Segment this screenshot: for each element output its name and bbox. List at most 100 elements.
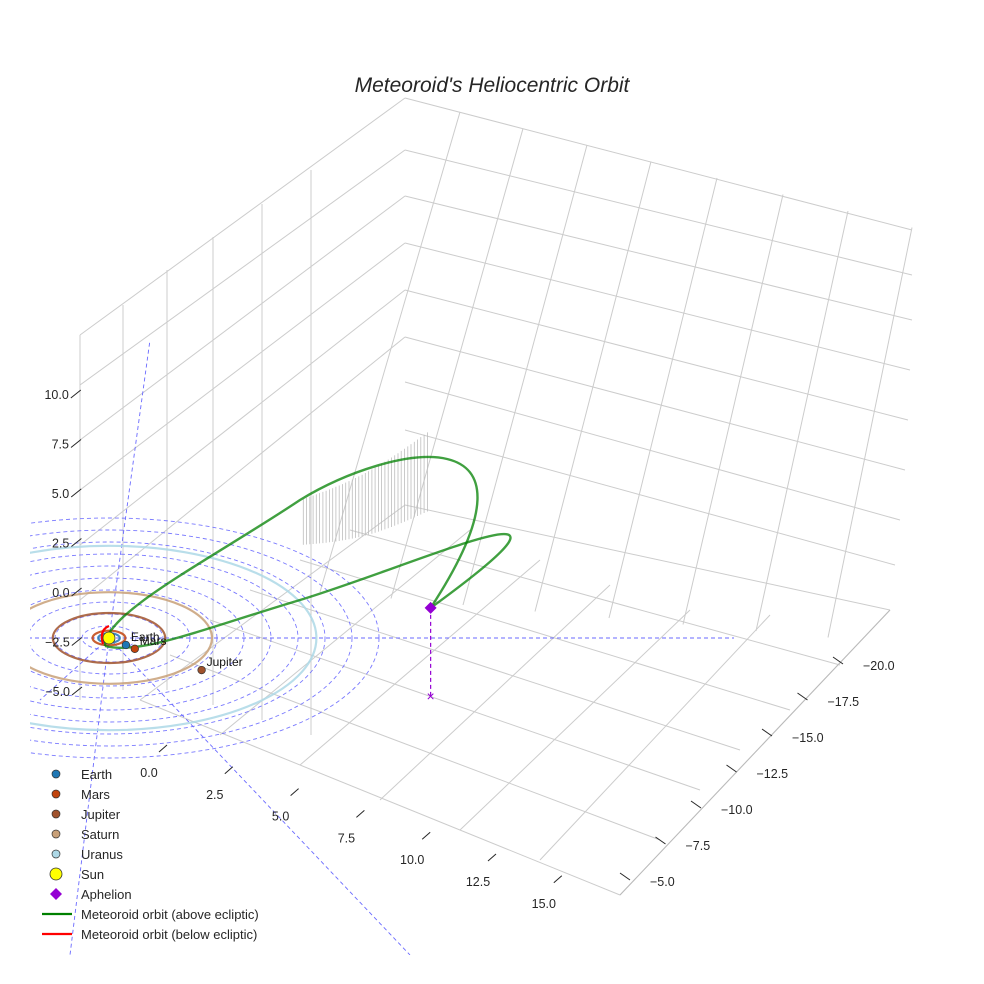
gridline-right-wall: [404, 336, 906, 471]
y-tick-label: −7.5: [686, 839, 711, 853]
x-tick-mark: [487, 853, 497, 862]
y-tick-mark: [761, 728, 773, 737]
y-tick-mark: [619, 872, 631, 881]
x-tick-mark: [356, 810, 365, 818]
legend-label: Jupiter: [81, 807, 121, 822]
gridline-right-wall: [404, 195, 913, 321]
y-tick-mark: [832, 656, 844, 665]
y-tick-mark: [690, 800, 702, 809]
gridline-right-wall: [682, 194, 784, 625]
x-tick-label: 0.0: [140, 766, 157, 780]
reference-ray: [108, 637, 411, 955]
y-tick-label: −12.5: [757, 767, 789, 781]
gridline-floor: [139, 699, 621, 896]
z-tick-label: 2.5: [52, 537, 69, 551]
reference-ray: [39, 637, 110, 701]
gridline-right-wall: [390, 128, 524, 599]
reference-circle: [30, 541, 326, 735]
gridline-right-wall: [534, 161, 652, 612]
axis-panes: [80, 98, 912, 895]
legend-label: Mars: [81, 787, 110, 802]
z-tick-mark: [71, 637, 83, 646]
y-tick-label: −17.5: [828, 695, 860, 709]
axis-line-y: [619, 609, 891, 896]
earth-marker: [121, 640, 131, 650]
y-tick-label: −5.0: [650, 875, 675, 889]
gridline-right-wall: [404, 97, 913, 231]
reference-ray: [108, 339, 151, 639]
gridline-right-wall: [827, 227, 913, 638]
gridline-floor: [209, 619, 701, 791]
mars-label: Mars: [140, 634, 167, 648]
gridline-floor: [299, 559, 541, 766]
reference-circle: [30, 529, 353, 747]
pane-background: [80, 98, 912, 895]
gridline-right-wall: [755, 210, 849, 632]
gridline-right-wall: [404, 289, 909, 421]
gridline-floor: [299, 559, 791, 711]
orbit-saturn: [30, 591, 214, 685]
y-tick-label: −20.0: [863, 659, 895, 673]
jupiter-marker: [197, 665, 206, 675]
gridline-floor: [169, 654, 661, 841]
x-tick-mark: [224, 766, 234, 775]
gridline-left-wall: [79, 336, 406, 601]
z-tick-mark: [70, 389, 82, 399]
gridline-floor: [249, 589, 741, 751]
meteoroid-orbit-below: [100, 624, 110, 645]
legend-label: Earth: [81, 767, 112, 782]
legend-label: Meteoroid orbit (below ecliptic): [81, 927, 257, 942]
x-tick-mark: [158, 744, 168, 753]
y-tick-mark: [655, 836, 666, 845]
z-tick-mark: [71, 587, 82, 597]
z-tick-label: 0.0: [52, 586, 69, 600]
gridline-floor: [404, 504, 891, 611]
gridline-left-wall: [79, 242, 406, 491]
gridline-floor: [379, 584, 611, 801]
z-tick-mark: [70, 439, 82, 448]
z-tick-mark: [71, 538, 82, 547]
x-tick-label: 10.0: [400, 853, 424, 867]
z-tick-mark: [70, 488, 82, 498]
legend-marker: [51, 809, 61, 819]
planet-orbits: [30, 544, 318, 732]
gridline-right-wall: [404, 381, 901, 521]
legend-label: Aphelion: [81, 887, 132, 902]
x-tick-mark: [553, 875, 563, 884]
y-tick-label: −10.0: [721, 803, 753, 817]
gridline-left-wall: [79, 289, 406, 546]
legend-marker: [51, 769, 61, 779]
reference-ray: [69, 637, 110, 955]
legend-label: Sun: [81, 867, 104, 882]
z-tick-label: 5.0: [52, 487, 69, 501]
aphelion-projection-marker: ×: [427, 688, 435, 704]
jupiter-label: Jupiter: [207, 655, 243, 669]
axis-ticks: −5.0 −2.5 0.0 2.5 5.0 7.5 10.0 0.0 2.5 5.0 7.5 10.0…: [44, 388, 894, 911]
x-tick-mark: [290, 788, 299, 796]
gridline-right-wall: [404, 429, 896, 566]
meteoroid-orbit: ×: [100, 432, 512, 704]
legend-marker: [51, 829, 61, 839]
y-tick-mark: [797, 692, 808, 701]
gridline-right-wall: [462, 144, 588, 606]
x-tick-label: 2.5: [206, 788, 223, 802]
gridline-floor: [539, 614, 771, 861]
legend-label: Meteoroid orbit (above ecliptic): [81, 907, 259, 922]
gridline-right-wall: [608, 177, 718, 619]
z-tick-label: 10.0: [44, 388, 68, 402]
x-tick-mark: [421, 831, 431, 840]
mars-marker: [130, 644, 139, 653]
legend-marker: [51, 849, 61, 859]
chart-title: Meteoroid's Heliocentric Orbit: [354, 74, 630, 97]
legend-marker: [51, 789, 61, 799]
gridline-floor: [139, 504, 406, 701]
meteoroid-orbit-above: [103, 455, 479, 647]
gridline-right-wall: [319, 111, 461, 593]
legend-marker: [49, 867, 63, 881]
gridline-floor: [459, 609, 691, 831]
x-tick-label: 5.0: [272, 810, 289, 824]
z-tick-label: 7.5: [52, 438, 69, 452]
y-tick-label: −15.0: [792, 731, 824, 745]
